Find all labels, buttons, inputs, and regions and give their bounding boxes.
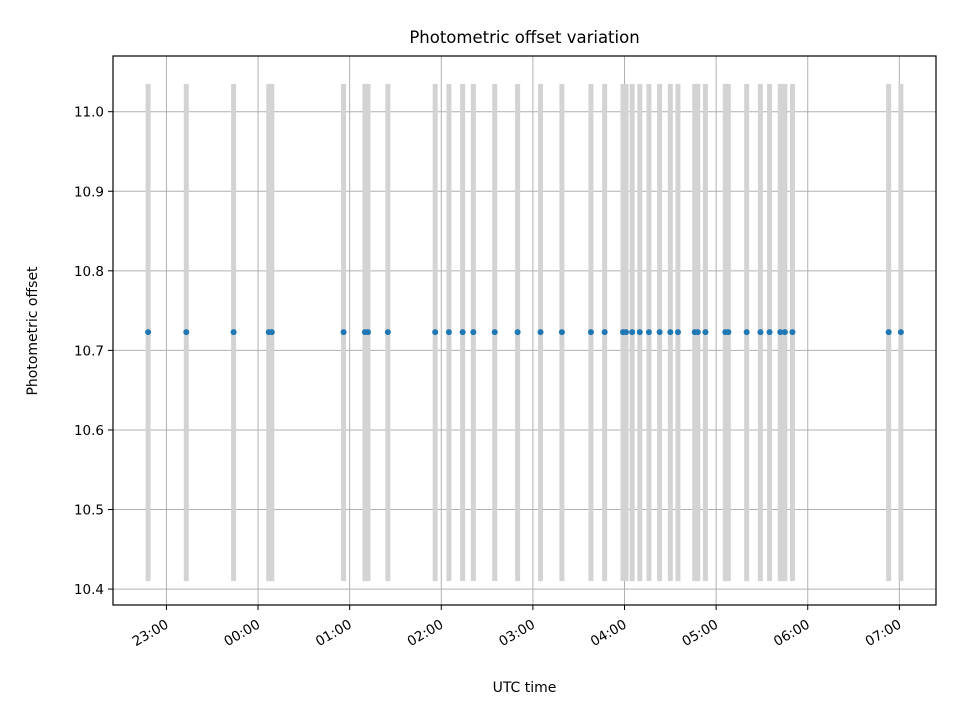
data-point [470,329,477,336]
data-point [623,329,630,336]
data-point [537,329,544,336]
data-point [230,329,237,336]
data-point [636,329,643,336]
y-tick-label: 10.9 [74,184,104,200]
data-point [743,329,750,336]
y-tick-label: 10.4 [74,582,104,598]
y-tick-label: 10.7 [74,343,104,359]
data-point [268,329,275,336]
data-point [885,329,892,336]
data-point [702,329,709,336]
data-point [183,329,190,336]
data-point [445,329,452,336]
data-point [645,329,652,336]
data-point [777,329,784,336]
data-point [766,329,773,336]
data-point [629,329,636,336]
data-point [757,329,764,336]
y-tick-label: 10.6 [74,423,104,439]
data-point [432,329,439,336]
data-point [781,329,788,336]
data-point [459,329,466,336]
data-point [656,329,663,336]
plot-frame [112,55,937,606]
data-point [145,329,152,336]
data-point [674,329,681,336]
data-points [145,329,904,336]
y-axis-label: Photometric offset [25,266,41,396]
data-point [601,329,608,336]
data-point [694,329,701,336]
x-axis-label: UTC time [493,680,557,696]
data-point [340,329,347,336]
data-point [558,329,565,336]
data-point [725,329,732,336]
chart-title: Photometric offset variation [409,28,639,47]
data-point [364,329,371,336]
data-point [789,329,796,336]
data-point [514,329,521,336]
data-point [667,329,674,336]
y-tick-label: 11.0 [74,105,104,121]
y-tick-label: 10.5 [74,503,104,519]
data-point [897,329,904,336]
data-point [587,329,594,336]
y-tick-label: 10.8 [74,264,104,280]
data-point [491,329,498,336]
data-point [384,329,391,336]
